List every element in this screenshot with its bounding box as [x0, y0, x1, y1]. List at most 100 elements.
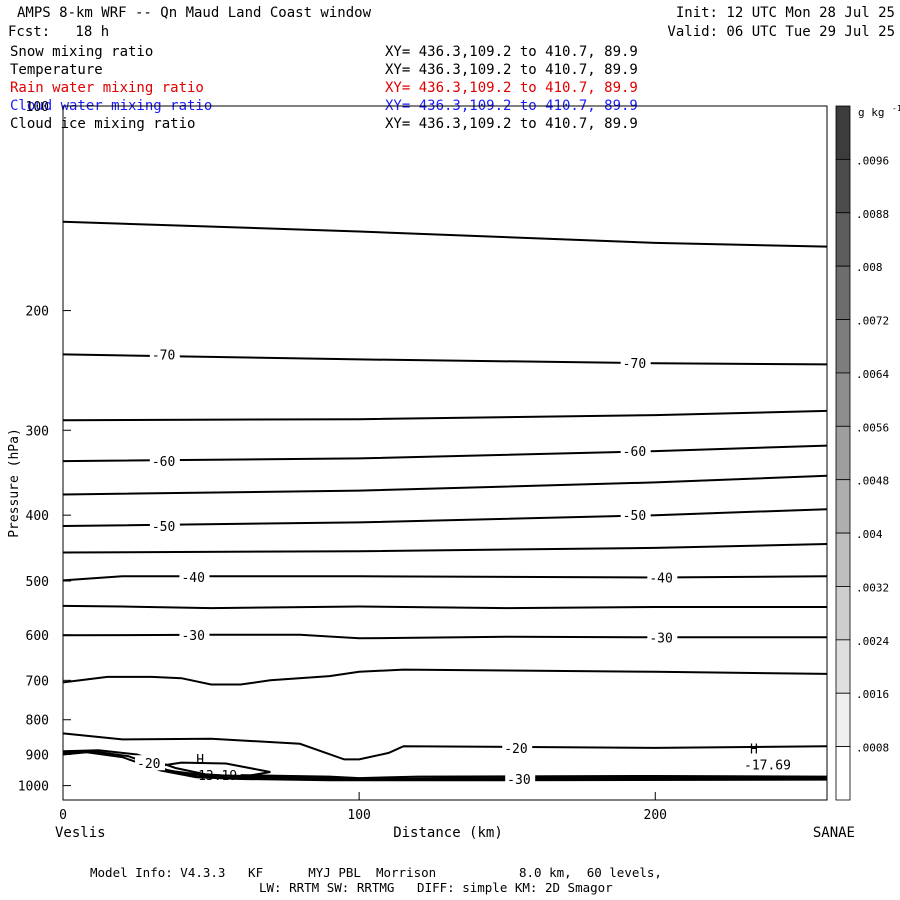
colorbar-segment — [835, 692, 851, 748]
contour-label: -20 — [137, 757, 160, 772]
y-tick-label: 600 — [26, 629, 49, 644]
x-tick-label: 100 — [347, 808, 370, 823]
colorbar-tick-label: .0056 — [856, 421, 889, 434]
contour-label-bg — [620, 355, 651, 371]
colorbar: .0096 .0088 .008 .0072 .0064 .0056 .0048 .004 .0… — [835, 104, 900, 801]
field-cross-section-coords: XY= 436.3,109.2 to 410.7, 89.9 — [385, 44, 638, 60]
contour-label-bg — [149, 453, 180, 469]
y-tick-label: 700 — [26, 674, 49, 689]
colorbar-segment — [835, 372, 851, 427]
contour-label: -70 — [152, 348, 175, 363]
contour-line — [62, 220, 828, 248]
field-cross-section-coords: XY= 436.3,109.2 to 410.7, 89.9 — [385, 116, 638, 132]
contour-label: -50 — [152, 520, 175, 535]
colorbar-tick-label: .0008 — [856, 742, 889, 755]
colorbar-tick-label: .0048 — [856, 475, 889, 488]
colorbar-segment — [835, 212, 851, 267]
contour-label: -60 — [152, 455, 175, 470]
field-cross-section-coords: XY= 436.3,109.2 to 410.7, 89.9 — [385, 80, 638, 96]
plot-title: AMPS 8-km WRF -- Qn Maud Land Coast wind… — [17, 5, 372, 21]
y-tick-label: 100 — [26, 100, 49, 115]
contour-label-bg — [149, 346, 180, 362]
contour-label-bg — [620, 443, 651, 459]
x-right-end-label: SANAE — [813, 825, 855, 841]
y-tick-label: 500 — [26, 575, 49, 590]
contour-label: -60 — [623, 445, 646, 460]
contour-line — [62, 732, 828, 761]
valid-time: Valid: 06 UTC Tue 29 Jul 25 — [667, 24, 895, 40]
colorbar-tick-label: .0016 — [856, 688, 889, 701]
colorbar-unit: g kg — [858, 106, 885, 119]
temperature-contours — [62, 220, 828, 761]
colorbar-tick-label: .0088 — [856, 208, 889, 221]
axes: 100 200 300 400 500 600 700 800 900 1000 0 100 200 — [18, 100, 667, 823]
model-info-line2: LW: RRTM SW: RRTMG DIFF: simple KM: 2D S… — [259, 880, 613, 895]
forecast-hour: Fcst: 18 h — [8, 24, 110, 40]
field-name: Snow mixing ratio — [10, 44, 154, 60]
contour-label: -40 — [181, 571, 204, 586]
contour-label-bg — [149, 518, 180, 534]
extremum-mark: H — [196, 753, 204, 768]
y-tick-label: 800 — [26, 714, 49, 729]
surface-contour — [240, 774, 828, 780]
contour-line — [62, 633, 827, 640]
colorbar-segment — [835, 319, 851, 374]
field-name: Rain water mixing ratio — [10, 80, 204, 96]
init-time: Init: 12 UTC Mon 28 Jul 25 — [675, 5, 895, 21]
contour-label-bg — [647, 629, 678, 645]
contour-label-bg — [179, 626, 210, 642]
colorbar-segment — [835, 425, 851, 481]
colorbar-unit-exponent: -1 — [892, 104, 900, 113]
terrain-lines — [62, 749, 828, 782]
contour-label: -30 — [507, 773, 530, 788]
colorbar-tick-label: .0096 — [856, 154, 889, 167]
surface-contour — [62, 751, 828, 782]
contour-label-bg — [505, 771, 536, 787]
colorbar-segment — [835, 479, 851, 534]
contour-label-bg — [135, 755, 166, 771]
field-name: Temperature — [10, 62, 103, 78]
y-tick-label: 200 — [26, 305, 49, 320]
contour-line — [62, 604, 827, 610]
y-tick-label: 300 — [26, 424, 49, 439]
contour-label: -30 — [649, 631, 672, 646]
contour-label: -40 — [649, 571, 672, 586]
contour-labels: -70 -70 -60 -60 -50 -50 -40 -40 -30 -30 -20 -20 -30 H… — [135, 346, 791, 788]
colorbar-tick-label: .004 — [856, 528, 883, 541]
contour-line — [62, 508, 828, 527]
model-info-line1: Model Info: V4.3.3 KF MYJ PBL Morrison 8… — [90, 865, 662, 880]
contour-label-bg — [647, 569, 678, 585]
colorbar-tick-label: .008 — [856, 261, 883, 274]
contour-label: -70 — [623, 357, 646, 372]
contour-label-bg — [179, 568, 210, 584]
colorbar-tick-label: .0072 — [856, 315, 889, 328]
colorbar-segment — [835, 105, 851, 160]
extremum-value: -13.19 — [190, 769, 237, 784]
contour-line — [62, 543, 828, 554]
contour-line — [62, 409, 828, 422]
closed-contour — [160, 761, 271, 778]
colorbar-tick-label: .0032 — [856, 581, 889, 594]
colorbar-segment — [835, 265, 851, 320]
colorbar-tick-label: .0024 — [856, 635, 889, 648]
contour-line — [62, 668, 828, 686]
x-tick-label: 200 — [644, 808, 667, 823]
contour-line — [62, 444, 828, 463]
x-axis-label: Distance (km) — [393, 825, 503, 841]
colorbar-segment — [835, 639, 851, 694]
contour-line — [62, 474, 828, 496]
field-cross-section-coords: XY= 436.3,109.2 to 410.7, 89.9 — [385, 62, 638, 78]
colorbar-segment — [835, 158, 851, 214]
contour-label: -50 — [623, 509, 646, 524]
colorbar-segment — [835, 586, 851, 641]
contour-line — [62, 353, 828, 366]
y-tick-label: 900 — [26, 749, 49, 764]
contour-label: -20 — [504, 742, 527, 757]
colorbar-segment — [835, 746, 851, 801]
plot-frame — [62, 105, 828, 801]
extremum-value: -17.69 — [744, 759, 791, 774]
extremum-mark: H — [750, 743, 758, 758]
x-tick-label: 0 — [59, 808, 67, 823]
y-tick-label: 400 — [26, 509, 49, 524]
